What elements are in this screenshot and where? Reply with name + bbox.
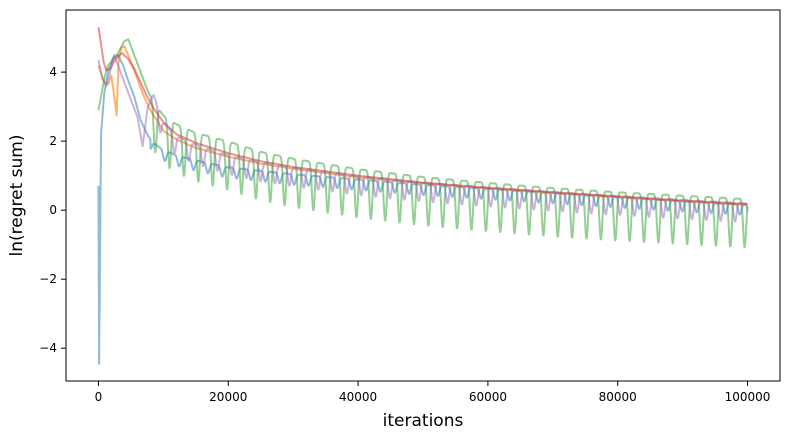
x-tick-label: 0 (95, 390, 103, 404)
y-tick-label: −2 (39, 272, 57, 286)
y-axis-label: ln(regret sum) (7, 135, 27, 257)
x-tick-label: 80000 (599, 390, 637, 404)
x-tick-label: 60000 (469, 390, 507, 404)
x-tick-label: 40000 (339, 390, 377, 404)
x-tick-label: 100000 (725, 390, 771, 404)
series-line-2 (97, 45, 748, 206)
series-line-3 (97, 38, 749, 249)
plot-frame (65, 9, 781, 382)
y-tick-label: 0 (49, 203, 57, 217)
y-tick-label: 2 (49, 134, 57, 148)
x-tick-label: 20000 (209, 390, 247, 404)
plot-lines (97, 27, 749, 365)
series-line-5 (97, 53, 749, 223)
y-axis-ticks: −4 −2 0 2 4 (39, 65, 66, 355)
x-axis-ticks: 0 20000 40000 60000 80000 100000 (95, 381, 771, 404)
y-tick-label: 4 (49, 65, 57, 79)
y-tick-label: −4 (39, 341, 57, 355)
x-axis-label: iterations (383, 411, 464, 431)
series-line-1 (97, 53, 749, 365)
